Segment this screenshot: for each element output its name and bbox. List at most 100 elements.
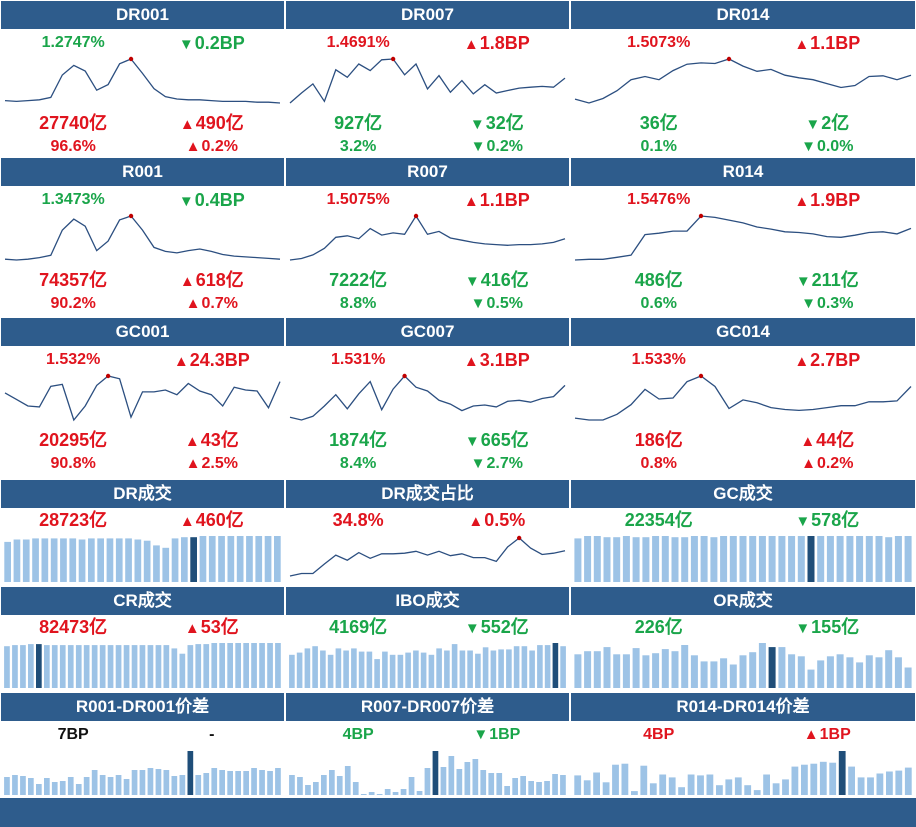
bar — [583, 780, 591, 795]
bar — [275, 643, 281, 688]
bar — [810, 763, 818, 795]
bar — [75, 784, 82, 795]
bar — [36, 784, 42, 795]
bar — [251, 643, 257, 688]
bar — [28, 644, 34, 688]
share-change-text: 2.7% — [486, 455, 523, 472]
trend-line — [289, 58, 566, 104]
bar — [179, 775, 186, 795]
share-change: ▲0.7% — [186, 294, 238, 314]
up-triangle-icon: ▲ — [801, 455, 816, 472]
bar — [817, 536, 825, 582]
volume-value: 486亿 — [635, 270, 683, 290]
panel-title: DR成交 — [1, 480, 284, 508]
volume-value-text: 486亿 — [634, 270, 683, 290]
volume-change-text: 0.5% — [484, 510, 526, 530]
spread-change: - — [209, 725, 214, 745]
bar — [894, 657, 902, 688]
bar — [416, 791, 423, 795]
bar — [408, 777, 415, 795]
spread-value-text: 4BP — [342, 726, 374, 743]
rate-trend-chart — [574, 213, 912, 261]
bar — [537, 645, 543, 688]
bar — [163, 770, 170, 795]
volume-value: 22354亿 — [625, 510, 693, 530]
bar — [60, 538, 67, 582]
panel-title: GC007 — [286, 318, 569, 346]
bar — [297, 777, 303, 795]
bar — [312, 646, 318, 688]
rate-value: 1.2747% — [42, 33, 105, 53]
volume-change-text: 552亿 — [480, 617, 529, 637]
rate-value: 1.5476% — [627, 190, 690, 210]
trend-line — [574, 375, 912, 421]
max-point-marker — [726, 56, 732, 62]
bar — [12, 645, 18, 688]
bar — [267, 643, 273, 688]
bar — [51, 645, 58, 688]
bar — [115, 775, 122, 795]
bar — [139, 770, 146, 795]
bar — [857, 777, 865, 795]
share-value: 8.8% — [340, 294, 376, 314]
volume-value: 186亿 — [635, 430, 683, 450]
bar — [420, 652, 427, 688]
bar — [593, 536, 601, 582]
bar — [374, 659, 380, 688]
volume-change-text: 211亿 — [811, 270, 859, 290]
spread-change-text: - — [209, 726, 215, 743]
bar — [368, 792, 375, 795]
volume-value: 28723亿 — [39, 510, 107, 530]
bar — [171, 648, 178, 688]
bp-change: ▲2.7BP — [794, 350, 860, 372]
bar — [51, 782, 58, 795]
bar — [778, 536, 786, 582]
share-value-text: 3.2% — [339, 138, 377, 155]
bp-change-text: 1.1BP — [810, 33, 861, 53]
share-change-text: 0.2% — [201, 138, 238, 155]
bar — [574, 775, 582, 795]
bar — [296, 652, 303, 688]
down-triangle-icon: ▼ — [801, 295, 816, 312]
rate-value: 1.3473% — [42, 190, 105, 210]
bar — [67, 645, 74, 688]
down-triangle-icon: ▼ — [470, 138, 486, 155]
bar — [251, 768, 257, 795]
bar — [791, 766, 799, 795]
bar — [366, 651, 373, 688]
bar — [560, 646, 566, 688]
share-change: ▼0.0% — [801, 137, 853, 157]
rate-trend-chart — [289, 56, 566, 104]
share-change: ▼0.3% — [801, 294, 853, 314]
bp-change: ▲1.1BP — [794, 33, 860, 55]
rate-value-text: 1.532% — [46, 351, 101, 368]
bar — [44, 645, 50, 688]
bar — [846, 657, 854, 688]
volume-value-text: 34.8% — [332, 510, 384, 530]
share-change: ▼0.2% — [471, 137, 523, 157]
bar — [199, 536, 207, 582]
bar — [574, 654, 582, 688]
up-triangle-icon: ▲ — [794, 353, 810, 370]
volume-bar-chart — [289, 643, 566, 688]
volume-bar-chart — [574, 643, 912, 688]
bar — [807, 669, 815, 688]
panel-title: R007-DR007价差 — [286, 693, 569, 721]
bar — [397, 654, 404, 688]
rate-value-text: 1.4691% — [326, 34, 390, 51]
bar — [593, 772, 600, 795]
bar — [131, 645, 138, 688]
bar — [720, 536, 728, 582]
down-triangle-icon: ▼ — [464, 620, 480, 637]
bar — [218, 536, 225, 582]
volume-change-text: 155亿 — [811, 617, 860, 637]
volume-change-text: 32亿 — [485, 113, 524, 133]
up-triangle-icon: ▲ — [463, 353, 479, 370]
bar — [778, 647, 786, 688]
bar — [41, 538, 49, 582]
bar — [749, 536, 757, 582]
bar — [482, 647, 489, 688]
panel-spread-3: R014-DR014价差 4BP ▲1BP — [571, 693, 915, 797]
bar-latest — [432, 751, 439, 795]
